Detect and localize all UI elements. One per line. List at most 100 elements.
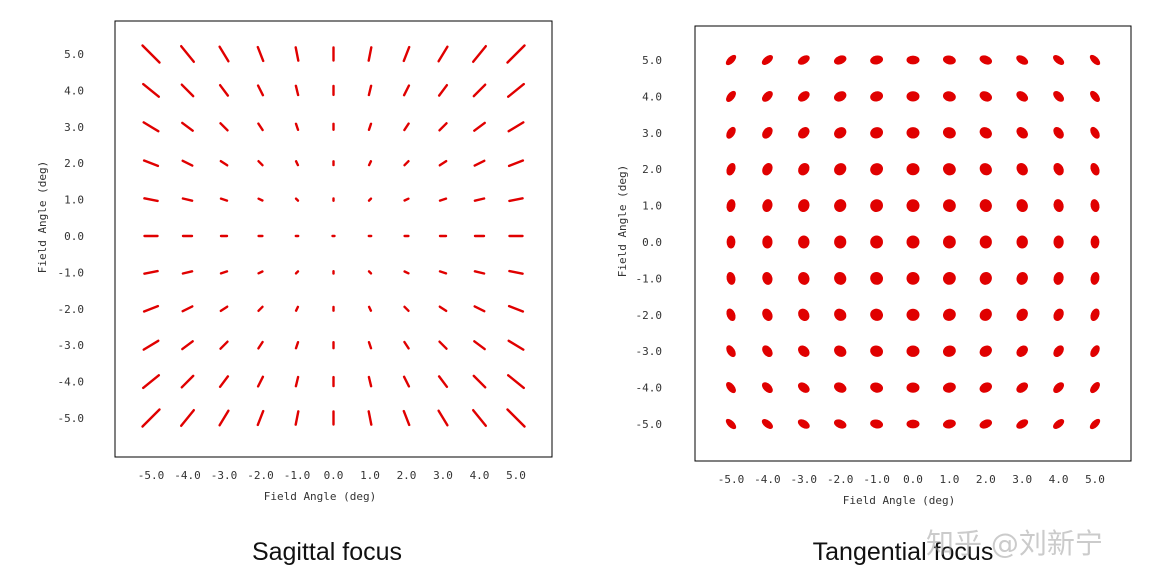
tangential-mark (834, 91, 847, 102)
tangential-mark (762, 235, 773, 249)
tangential-mark (1053, 271, 1064, 285)
sagittal-mark (367, 160, 373, 167)
sagittal-mark (437, 45, 449, 63)
tangential-y-tick-label: 2.0 (642, 163, 662, 176)
tangential-mark (834, 163, 847, 176)
sagittal-y-tick-label: 4.0 (64, 84, 84, 97)
sagittal-y-tick-label: -1.0 (58, 266, 85, 279)
sagittal-mark (294, 84, 300, 97)
tangential-mark (870, 91, 884, 102)
sagittal-mark (472, 83, 487, 98)
tangential-mark (979, 163, 992, 176)
sagittal-mark (219, 270, 229, 275)
sagittal-mark (257, 340, 264, 350)
sagittal-mark (367, 46, 373, 62)
sagittal-mark (219, 122, 229, 132)
sagittal-mark (403, 305, 410, 312)
sagittal-x-tick-label: 5.0 (506, 469, 526, 482)
tangential-mark (1016, 127, 1028, 139)
tangential-y-tick-label: -2.0 (636, 309, 663, 322)
sagittal-mark (403, 197, 410, 202)
sagittal-mark (507, 121, 525, 133)
tangential-mark (797, 382, 810, 393)
sagittal-mark (143, 197, 159, 203)
sagittal-mark (438, 159, 448, 167)
sagittal-mark (181, 197, 194, 202)
sagittal-mark (181, 159, 194, 167)
sagittal-mark (218, 45, 230, 63)
tangential-mark (906, 163, 920, 176)
sagittal-mark (472, 409, 487, 427)
tangential-mark (942, 345, 956, 357)
tangential-mark (942, 382, 956, 393)
tangential-mark (979, 308, 992, 321)
sagittal-mark (294, 341, 300, 350)
sagittal-x-tick-label: 2.0 (397, 469, 417, 482)
sagittal-mark (257, 159, 264, 167)
sagittal-mark (367, 341, 373, 350)
sagittal-y-ticks: 5.0 4.0 3.0 2.0 1.0 0.0 -1.0 -2.0 -3.0 -4.0 -5.0 (58, 48, 85, 425)
sagittal-x-tick-label: -4.0 (174, 469, 201, 482)
tangential-mark (1053, 235, 1064, 249)
tangential-mark (870, 199, 884, 213)
sagittal-mark (294, 270, 300, 275)
sagittal-mark (367, 375, 373, 388)
tangential-mark (979, 55, 993, 65)
tangential-mark (1016, 91, 1029, 102)
sagittal-mark (181, 340, 194, 351)
sagittal-x-ticks: -5.0 -4.0 -3.0 -2.0 -1.0 0.0 1.0 2.0 3.0 4.0 5.0 (138, 469, 526, 482)
tangential-mark (833, 419, 847, 429)
tangential-mark (762, 91, 773, 102)
sagittal-mark (179, 45, 196, 63)
tangential-caption: Tangential focus (812, 538, 994, 566)
tangential-mark (942, 199, 956, 213)
tangential-mark (979, 127, 992, 139)
sagittal-mark (256, 409, 265, 427)
sagittal-mark (402, 375, 411, 388)
sagittal-mark (141, 408, 161, 428)
tangential-x-tick-label: -5.0 (718, 473, 745, 486)
sagittal-mark (473, 270, 486, 275)
sagittal-mark (473, 197, 486, 202)
tangential-mark (797, 419, 810, 429)
tangential-mark (725, 54, 737, 66)
sagittal-mark (294, 197, 300, 202)
tangential-y-axis-label: Field Angle (deg) (616, 165, 629, 278)
sagittal-x-tick-label: 4.0 (470, 469, 490, 482)
tangential-mark (798, 163, 810, 176)
sagittal-x-tick-label: 1.0 (360, 469, 380, 482)
tangential-y-tick-label: -3.0 (636, 345, 663, 358)
sagittal-mark (473, 159, 486, 167)
tangential-y-tick-label: 0.0 (642, 236, 662, 249)
sagittal-mark (438, 197, 448, 202)
tangential-mark (834, 382, 847, 393)
sagittal-mark (367, 84, 373, 97)
sagittal-mark (367, 122, 373, 132)
sagittal-mark (473, 340, 486, 351)
sagittal-mark (402, 45, 411, 63)
sagittal-mark (437, 375, 449, 388)
tangential-mark (1053, 382, 1064, 393)
tangential-mark (979, 199, 992, 213)
sagittal-mark (181, 121, 194, 132)
sagittal-mark (181, 305, 194, 313)
tangential-mark (1016, 308, 1028, 321)
tangential-y-tick-label: -4.0 (636, 382, 663, 395)
sagittal-mark (218, 375, 230, 388)
sagittal-mark (472, 374, 487, 389)
sagittal-mark (219, 305, 229, 313)
tangential-mark (726, 382, 736, 394)
tangential-mark (1016, 419, 1029, 429)
sagittal-y-tick-label: -4.0 (58, 376, 85, 389)
sagittal-mark (294, 410, 300, 426)
tangential-y-tick-label: 5.0 (642, 54, 662, 67)
tangential-mark (1016, 382, 1029, 393)
sagittal-mark (142, 159, 160, 168)
tangential-mark (1053, 126, 1064, 139)
tangential-mark (943, 235, 956, 249)
tangential-mark (1053, 308, 1064, 321)
sagittal-x-tick-label: -5.0 (138, 469, 165, 482)
tangential-mark (1016, 345, 1028, 357)
sagittal-mark (142, 304, 160, 313)
sagittal-mark (473, 305, 486, 313)
